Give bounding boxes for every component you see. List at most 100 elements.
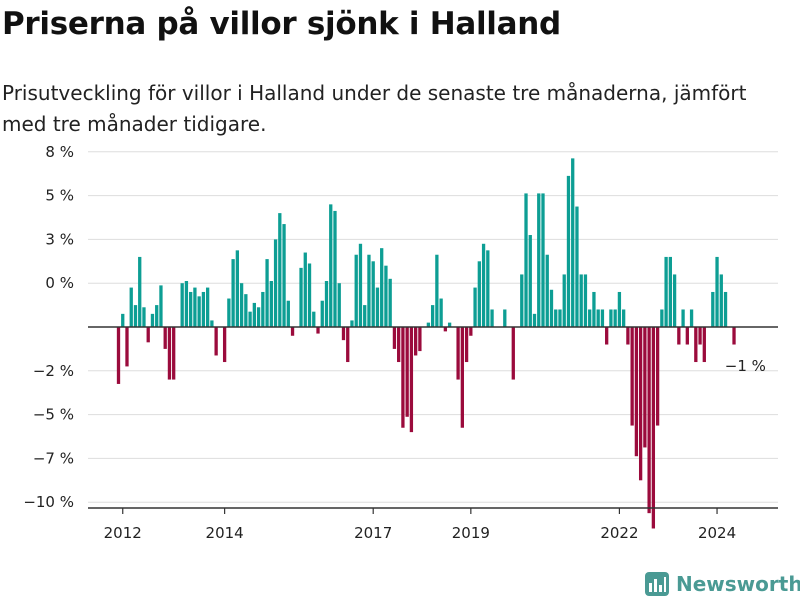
bar <box>588 309 592 327</box>
bar <box>715 256 719 327</box>
bar <box>163 327 167 349</box>
brand-name: Newsworthy <box>676 572 800 596</box>
bar <box>524 193 528 327</box>
gridlines <box>88 151 778 503</box>
y-tick-label: 8 % <box>45 143 74 161</box>
bar <box>227 298 231 327</box>
bar <box>324 281 329 327</box>
bar <box>307 263 312 327</box>
bar <box>312 311 316 327</box>
bar <box>426 322 431 327</box>
bar <box>622 309 626 327</box>
bar <box>481 243 486 327</box>
bar <box>579 274 583 327</box>
x-tick-label: 2014 <box>206 524 244 542</box>
bar <box>384 265 388 327</box>
bar <box>367 254 371 327</box>
bar <box>575 206 579 327</box>
bar <box>711 291 715 327</box>
bar <box>239 283 244 327</box>
y-tick-label: 5 % <box>45 187 74 205</box>
bar <box>562 274 566 327</box>
bar <box>702 327 706 363</box>
bar <box>447 322 452 327</box>
bar <box>375 287 380 327</box>
bar <box>655 327 660 426</box>
bar <box>210 320 214 327</box>
bar <box>677 327 681 345</box>
bar <box>320 300 324 327</box>
bar <box>732 327 736 345</box>
bar <box>273 239 278 327</box>
bar <box>265 259 269 327</box>
x-tick-label: 2019 <box>452 524 490 542</box>
bar <box>541 193 545 327</box>
bar <box>554 309 558 327</box>
y-tick-label: 3 % <box>45 230 74 248</box>
bar <box>660 309 664 327</box>
bar <box>252 302 256 327</box>
bar <box>456 327 460 380</box>
bar <box>651 327 656 529</box>
x-tick-label: 2024 <box>698 524 736 542</box>
x-tick-label: 2017 <box>354 524 392 542</box>
bar <box>643 327 647 448</box>
bar <box>388 278 392 327</box>
bar <box>566 175 571 327</box>
bar <box>723 291 728 327</box>
bar <box>672 274 677 327</box>
bar <box>256 307 261 327</box>
bar <box>685 327 689 345</box>
bar <box>435 254 439 327</box>
bar <box>125 327 129 367</box>
axes <box>88 326 778 514</box>
bar <box>520 274 524 327</box>
bar <box>299 267 303 327</box>
bar <box>617 291 622 327</box>
bar <box>350 320 354 327</box>
bar <box>138 256 142 327</box>
bar <box>503 309 507 327</box>
labels: 8 % 5 % 3 % 0 % −2 % −5 % −7 % −10 % 2012 2014 201… <box>23 143 766 542</box>
bar <box>248 311 252 327</box>
bar <box>600 309 605 327</box>
bar <box>205 287 210 327</box>
y-tick-label: −7 % <box>33 449 74 467</box>
bar <box>397 327 401 363</box>
bar <box>142 307 146 327</box>
bar <box>282 224 286 327</box>
bar <box>558 309 562 327</box>
x-tick-label: 2012 <box>104 524 142 542</box>
bar <box>592 291 596 327</box>
bar <box>155 305 159 327</box>
bar <box>329 204 333 327</box>
bar <box>180 283 184 327</box>
bar <box>286 300 290 327</box>
bar <box>668 256 672 327</box>
bar <box>405 327 409 417</box>
bar <box>537 193 541 327</box>
bar <box>528 235 532 327</box>
bar <box>571 158 575 327</box>
newsworthy-logo: Newsworthy <box>644 568 800 600</box>
chart-title: Priserna på villor sjönk i Halland <box>2 6 561 42</box>
bar <box>235 250 240 327</box>
bar <box>244 294 248 327</box>
y-tick-label: −2 % <box>33 362 74 380</box>
bar <box>261 291 265 327</box>
bar <box>346 327 350 363</box>
bar <box>341 327 346 341</box>
chart-subtitle: Prisutveckling för villor i Halland unde… <box>2 81 747 136</box>
bar <box>477 261 481 327</box>
last-value-annotation: −1 % <box>725 357 766 375</box>
bar <box>146 327 150 343</box>
bar <box>634 327 639 457</box>
bar <box>354 254 358 327</box>
bar <box>129 287 133 327</box>
bar <box>469 327 473 336</box>
bar <box>358 243 363 327</box>
bar <box>694 327 698 363</box>
bar <box>316 327 320 334</box>
bar <box>290 327 295 336</box>
bar <box>626 327 630 345</box>
